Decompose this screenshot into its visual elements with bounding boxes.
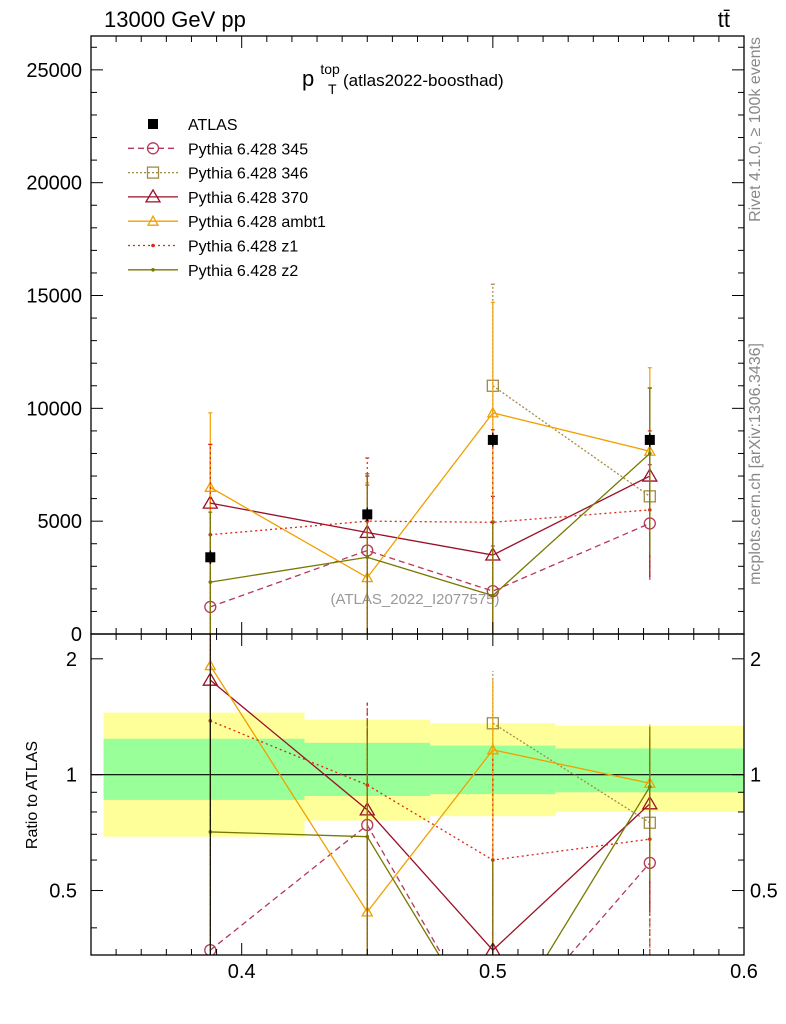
legend-marker-z2 xyxy=(151,268,155,272)
main-ytick-label: 20000 xyxy=(26,173,82,195)
legend-item-z1: Pythia 6.428 z1 xyxy=(128,239,298,256)
point-z2 xyxy=(648,451,652,456)
main-ytick-label: 0 xyxy=(71,624,82,646)
title-main: p xyxy=(302,66,314,91)
ratio-series-p346 xyxy=(486,670,656,955)
series-p346 xyxy=(486,283,656,589)
main-ytick-label: 10000 xyxy=(26,398,82,420)
ratio-point-ambt1 xyxy=(486,743,499,755)
mcplots-source: mcplots.cern.ch [arXiv:1306.3436] xyxy=(747,343,764,585)
ratio-ytick-label: 0.5 xyxy=(49,881,77,903)
legend-marker-data xyxy=(148,119,158,129)
ratio-line-z1 xyxy=(210,720,650,861)
legend-item-p346: Pythia 6.428 346 xyxy=(128,166,308,183)
legend-label-ambt1: Pythia 6.428 ambt1 xyxy=(188,214,326,231)
ratio-ytick-label-right: 0.5 xyxy=(750,881,778,903)
legend-label-p346: Pythia 6.428 346 xyxy=(188,166,308,183)
ratio-ylabel: Ratio to ATLAS xyxy=(24,741,41,849)
legend-label-data: ATLAS xyxy=(188,117,238,134)
legend-item-data: ATLAS xyxy=(148,117,238,134)
main-ytick-label: 25000 xyxy=(26,60,82,82)
ratio-panel xyxy=(91,634,744,955)
legend-marker-p346 xyxy=(146,166,160,179)
data-point xyxy=(644,434,655,445)
ratio-point-z2 xyxy=(365,834,370,839)
legend: ATLAS Pythia 6.428 345 Pythia 6.428 346 Pyt… xyxy=(128,117,326,280)
title-sub: T xyxy=(328,81,337,97)
xtick-label: 0.4 xyxy=(228,961,256,983)
series-line-z2 xyxy=(210,452,651,597)
ratio-ytick-label: 2 xyxy=(66,649,77,671)
ratio-line-ambt1 xyxy=(209,665,650,914)
legend-marker-ambt1 xyxy=(146,214,160,226)
title-suffix: (atlas2022-boosthad) xyxy=(343,71,504,90)
legend-label-z1: Pythia 6.428 z1 xyxy=(188,239,298,256)
series-ambt1 xyxy=(204,301,656,634)
data-point xyxy=(487,434,498,445)
ratio-point-z2 xyxy=(648,785,652,789)
series-z2 xyxy=(208,387,652,634)
ratio-line-p370 xyxy=(209,679,651,952)
data-point xyxy=(362,509,373,520)
title-sup: top xyxy=(320,61,340,77)
ratio-ytick-label: 1 xyxy=(66,765,77,787)
band-inner-0 xyxy=(103,738,305,800)
legend-item-ambt1: Pythia 6.428 ambt1 xyxy=(128,214,326,231)
ratio-point-p370 xyxy=(485,941,501,955)
series-line-p346 xyxy=(492,385,651,497)
xtick-label: 0.5 xyxy=(479,961,507,983)
series-line-z1 xyxy=(210,509,650,536)
header-left: 13000 GeV pp xyxy=(104,7,246,32)
series-atlas-data xyxy=(205,433,655,565)
series-line-ambt1 xyxy=(209,412,650,579)
main-ytick-label: 15000 xyxy=(26,286,82,308)
legend-item-p345: Pythia 6.428 345 xyxy=(128,141,308,158)
axes: 0 5000 10000 15000 20000 25000 0.4 0.5 0.6 0.5 0.5… xyxy=(26,35,778,983)
header-right: tt̄ xyxy=(718,7,730,32)
ratio-ytick-label-right: 2 xyxy=(750,649,761,671)
xtick-label: 0.6 xyxy=(730,961,758,983)
legend-label-z2: Pythia 6.428 z2 xyxy=(188,263,298,280)
point-ambt1 xyxy=(486,406,499,418)
main-panel xyxy=(202,283,658,634)
series-line-p345 xyxy=(210,522,651,608)
legend-marker-z1 xyxy=(151,243,155,248)
legend-item-z2: Pythia 6.428 z2 xyxy=(128,263,298,280)
ratio-line-z2 xyxy=(210,786,651,955)
watermark: (ATLAS_2022_I2077575) xyxy=(330,591,499,608)
ratio-line-p345 xyxy=(209,824,651,955)
point-z2 xyxy=(365,555,370,560)
point-z2 xyxy=(491,593,495,598)
legend-item-p370: Pythia 6.428 370 xyxy=(128,188,308,207)
main-ytick-label: 5000 xyxy=(38,511,83,533)
point-ambt1 xyxy=(204,480,217,492)
ratio-line-p346 xyxy=(492,722,651,824)
series-line-p370 xyxy=(210,475,651,556)
series-p345 xyxy=(204,464,656,634)
legend-label-p345: Pythia 6.428 345 xyxy=(188,141,308,158)
legend-label-p370: Pythia 6.428 370 xyxy=(188,190,308,207)
point-z2 xyxy=(208,580,213,584)
rivet-version: Rivet 4.1.0, ≥ 100k events xyxy=(747,37,764,222)
legend-marker-p345 xyxy=(146,142,160,155)
ratio-ytick-label-right: 1 xyxy=(750,765,761,787)
legend-marker-p370 xyxy=(144,188,162,203)
plot-title: p top T xyxy=(302,54,346,97)
data-point xyxy=(205,552,216,563)
